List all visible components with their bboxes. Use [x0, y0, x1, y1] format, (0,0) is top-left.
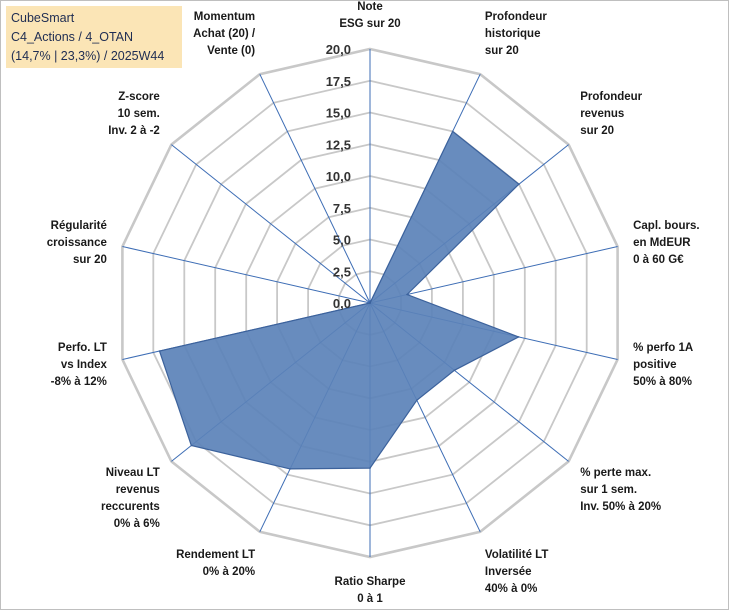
axis-label-line: % perte max.: [580, 467, 651, 479]
axis-spoke: [369, 246, 618, 304]
tick-label: 17,5: [326, 74, 351, 89]
axis-label-line: Note: [357, 1, 383, 13]
axis-label-line: positive: [633, 359, 676, 371]
axis-label-line: revenus: [116, 484, 160, 496]
data-point: [406, 293, 408, 296]
tick-label: 0,0: [333, 296, 351, 311]
axis-label: Ratio Sharpe 0 à 1: [335, 576, 406, 605]
title-box: CubeSmart C4_Actions / 4_OTAN (14,7% | 2…: [6, 6, 182, 68]
axis-label-line: Profondeur: [580, 91, 642, 103]
axis-label-line: sur 20: [580, 125, 614, 137]
axis-spoke: [171, 144, 371, 304]
axis-label-line: sur 20: [485, 45, 519, 57]
axis-label: Z-score 10 sem. Inv. 2 à -2: [108, 91, 160, 137]
axis-label: Momentum Achat (20) / Vente (0): [193, 11, 256, 57]
tick-label: 7,5: [333, 201, 351, 216]
tick-label: 2,5: [333, 264, 351, 279]
data-point: [453, 369, 456, 372]
axis-label-line: reccurents: [101, 501, 160, 513]
axis-label: Niveau LT revenus reccurents 0% à 6%: [101, 467, 160, 530]
axis-label-line: Capl. bours.: [633, 220, 699, 232]
axis-label-line: Profondeur: [485, 11, 547, 23]
axis-label: Note ESG sur 20: [339, 1, 400, 30]
axis-label-line: Perfo. LT: [58, 342, 107, 354]
axis-label-line: Régularité: [51, 220, 107, 232]
data-point: [158, 350, 161, 352]
data-point: [518, 183, 520, 185]
axis-label-line: ESG sur 20: [339, 18, 400, 30]
axis-label-line: Niveau LT: [106, 467, 160, 479]
title-company: CubeSmart: [11, 11, 75, 25]
axis-label-line: sur 1 sem.: [580, 484, 637, 496]
data-point: [369, 467, 371, 469]
axis-label-line: vs Index: [61, 359, 108, 371]
title-category: C4_Actions / 4_OTAN: [11, 30, 134, 44]
axis-label: Régularité croissance sur 20: [47, 220, 107, 266]
data-point: [289, 468, 291, 470]
tick-label: 20,0: [326, 42, 351, 57]
axis-label-line: revenus: [580, 108, 624, 120]
data-point: [369, 302, 371, 304]
data-point: [416, 399, 418, 402]
axis-label-line: Inversée: [485, 566, 532, 578]
axis-label-line: croissance: [47, 237, 107, 249]
axis-label: Profondeur revenus sur 20: [580, 91, 642, 137]
axis-label: Volatilité LT Inversée 40% à 0%: [485, 549, 548, 595]
axis-label-line: Ratio Sharpe: [335, 576, 406, 588]
axis-label-line: sur 20: [73, 254, 107, 266]
data-point: [451, 130, 454, 133]
data-area: [158, 130, 521, 470]
tick-label: 15,0: [326, 106, 351, 121]
axis-label-line: Vente (0): [207, 45, 255, 57]
axis-label-line: 10 sem.: [118, 108, 160, 120]
axis-label-line: Inv. 50% à 20%: [580, 501, 661, 513]
tick-label: 10,0: [326, 169, 351, 184]
axis-label-line: Achat (20) /: [193, 28, 256, 40]
axis-label-line: en MdEUR: [633, 237, 691, 249]
axis-label: % perfo 1A positive 50% à 80%: [633, 342, 693, 388]
data-point: [190, 444, 193, 447]
data-point: [517, 336, 520, 338]
axis-label: % perte max. sur 1 sem. Inv. 50% à 20%: [580, 467, 661, 513]
axis-label-line: -8% à 12%: [51, 376, 107, 388]
axis-label: Perfo. LT vs Index -8% à 12%: [51, 342, 108, 388]
axis-spoke: [122, 246, 371, 304]
axis-label-line: 50% à 80%: [633, 376, 692, 388]
axis-label-line: historique: [485, 28, 541, 40]
axis-label-line: Momentum: [194, 11, 255, 23]
axis-label: Profondeur historique sur 20: [485, 11, 547, 57]
axis-spoke: [259, 73, 371, 304]
axis-label: Capl. bours. en MdEUR 0 à 60 G€: [633, 220, 699, 266]
title-stats: (14,7% | 23,3%) / 2025W44: [11, 49, 165, 63]
axis-label-line: Volatilité LT: [485, 549, 548, 561]
axis-label-line: 0 à 1: [357, 593, 383, 605]
axis-label: Rendement LT 0% à 20%: [176, 549, 255, 578]
tick-label: 12,5: [326, 137, 351, 152]
axis-label-line: 0% à 6%: [114, 518, 160, 530]
axis-label-line: 0 à 60 G€: [633, 254, 684, 266]
axis-label-line: 40% à 0%: [485, 583, 537, 595]
axis-label-line: 0% à 20%: [203, 566, 255, 578]
axis-label-line: Rendement LT: [176, 549, 255, 561]
axis-label-line: % perfo 1A: [633, 342, 693, 354]
axis-label-line: Z-score: [118, 91, 160, 103]
axis-label-line: Inv. 2 à -2: [108, 125, 160, 137]
tick-label: 5,0: [333, 233, 351, 248]
